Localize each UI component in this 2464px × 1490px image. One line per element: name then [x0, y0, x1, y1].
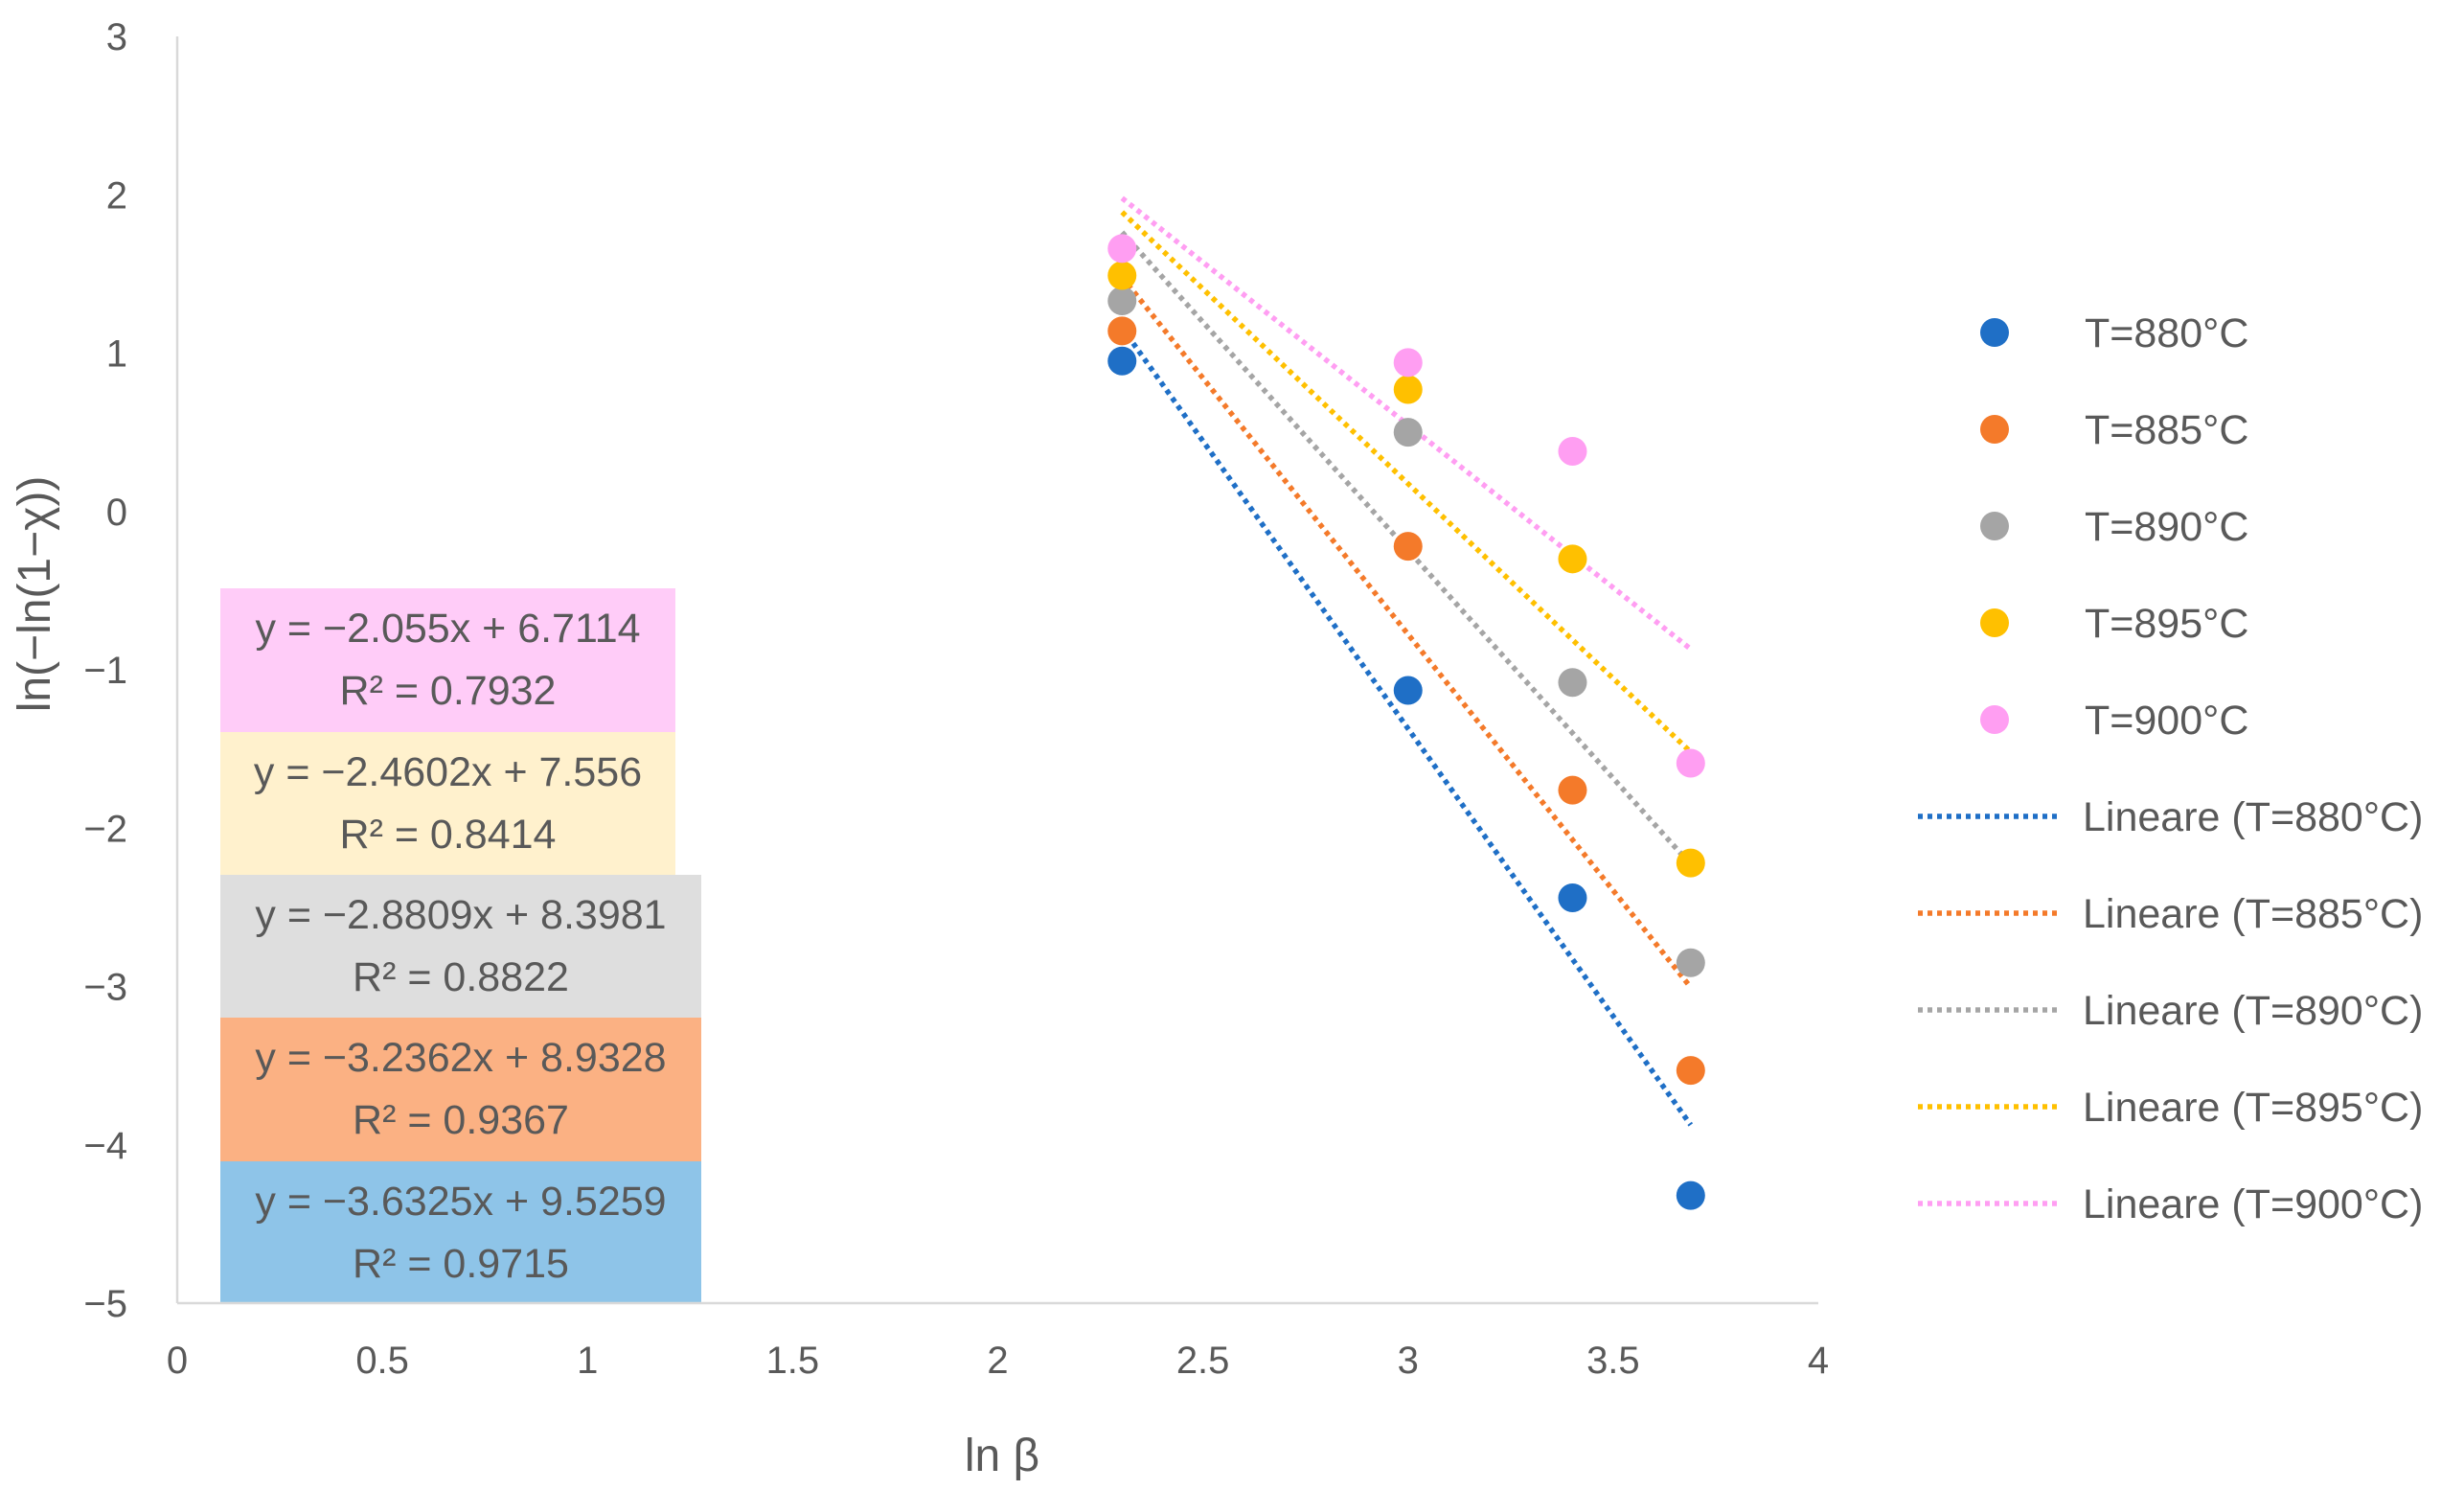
legend-label: T=880°C — [2085, 310, 2248, 356]
legend-label: T=895°C — [2085, 601, 2248, 647]
data-point — [1676, 1056, 1705, 1086]
trendline — [1120, 326, 1694, 1127]
y-tick-label: −1 — [83, 650, 127, 692]
y-tick-label: −4 — [83, 1125, 127, 1167]
legend-label: Lineare (T=900°C) — [2083, 1181, 2423, 1227]
trendline-equation: y = −3.2362x + 8.9328 — [255, 1035, 666, 1081]
trendline-equation: y = −2.055x + 6.7114 — [255, 606, 640, 652]
data-points — [1107, 234, 1705, 1210]
y-tick-labels: 3 2 1 0 −1 −2 −3 −4 −5 — [83, 16, 127, 1325]
x-tick-label: 1.5 — [766, 1340, 820, 1382]
trendline-equation: y = −3.6325x + 9.5259 — [255, 1179, 666, 1225]
x-tick-label: 2.5 — [1176, 1340, 1230, 1382]
legend-marker — [1980, 512, 2009, 540]
data-point — [1107, 261, 1137, 290]
data-point — [1107, 346, 1137, 376]
x-tick-label: 2 — [987, 1340, 1008, 1382]
trendline-box — [220, 1018, 701, 1161]
data-point — [1393, 532, 1423, 562]
data-point — [1558, 883, 1587, 912]
trendline — [1120, 275, 1693, 990]
x-tick-label: 3.5 — [1586, 1340, 1640, 1382]
y-tick-label: −2 — [83, 808, 127, 850]
data-point — [1676, 948, 1705, 977]
x-tick-labels: 0 0.5 1 1.5 2 2.5 3 3.5 4 — [167, 1340, 1829, 1382]
y-tick-label: −3 — [83, 967, 127, 1009]
trendline-equation-boxes: y = −3.6325x + 9.5259 R² = 0.9715 y = −3.2… — [220, 588, 701, 1303]
x-tick-label: 3 — [1398, 1340, 1419, 1382]
legend-label: T=885°C — [2085, 407, 2248, 453]
trendline-equation: y = −2.8809x + 8.3981 — [255, 892, 666, 938]
data-point — [1107, 234, 1137, 264]
legend-label: Lineare (T=885°C) — [2083, 891, 2423, 937]
data-point — [1558, 668, 1587, 698]
data-point — [1558, 544, 1587, 574]
axes — [175, 36, 1818, 1305]
legend-marker — [1980, 415, 2009, 444]
legend: T=880°C T=885°C T=890°C T=895°C T=900°C Linea… — [1918, 310, 2423, 1227]
trendline-box — [220, 732, 675, 875]
data-point — [1107, 286, 1137, 315]
trendline-r-squared: R² = 0.7932 — [340, 668, 557, 714]
y-tick-label: 0 — [106, 492, 127, 534]
legend-label: T=900°C — [2085, 698, 2248, 744]
x-tick-label: 0 — [167, 1340, 188, 1382]
trendline — [1120, 195, 1693, 652]
trendline-r-squared: R² = 0.8414 — [340, 812, 557, 858]
data-point — [1393, 348, 1423, 378]
legend-marker — [1980, 608, 2009, 637]
data-point — [1107, 316, 1137, 346]
x-tick-label: 1 — [577, 1340, 598, 1382]
data-point — [1558, 436, 1587, 466]
x-tick-label: 0.5 — [355, 1340, 409, 1382]
trendline — [1120, 210, 1693, 754]
trendline-r-squared: R² = 0.8822 — [353, 954, 569, 1000]
y-tick-label: 1 — [106, 333, 127, 376]
legend-label: Lineare (T=890°C) — [2083, 988, 2423, 1034]
data-point — [1393, 375, 1423, 404]
y-axis-title: ln(−ln(1−χ)) — [10, 476, 60, 713]
y-tick-label: 3 — [106, 16, 127, 58]
data-point — [1558, 775, 1587, 805]
y-tick-label: 2 — [106, 174, 127, 217]
legend-label: Lineare (T=895°C) — [2083, 1085, 2423, 1131]
data-point — [1393, 418, 1423, 447]
trendline-box — [220, 875, 701, 1018]
y-tick-label: −5 — [83, 1283, 127, 1325]
data-point — [1676, 748, 1705, 778]
trendline-r-squared: R² = 0.9715 — [353, 1241, 569, 1287]
legend-label: T=890°C — [2085, 504, 2248, 550]
legend-label: Lineare (T=880°C) — [2083, 794, 2423, 840]
trendline-box — [220, 1161, 701, 1303]
trendline-r-squared: R² = 0.9367 — [353, 1097, 569, 1143]
data-point — [1676, 848, 1705, 878]
data-point — [1676, 1181, 1705, 1210]
legend-marker — [1980, 705, 2009, 734]
trendline-equation: y = −2.4602x + 7.556 — [254, 749, 642, 795]
x-axis-title: ln β — [965, 1431, 1039, 1481]
trendline-box — [220, 588, 675, 732]
x-tick-label: 4 — [1808, 1340, 1829, 1382]
legend-marker — [1980, 318, 2009, 347]
data-point — [1393, 676, 1423, 705]
